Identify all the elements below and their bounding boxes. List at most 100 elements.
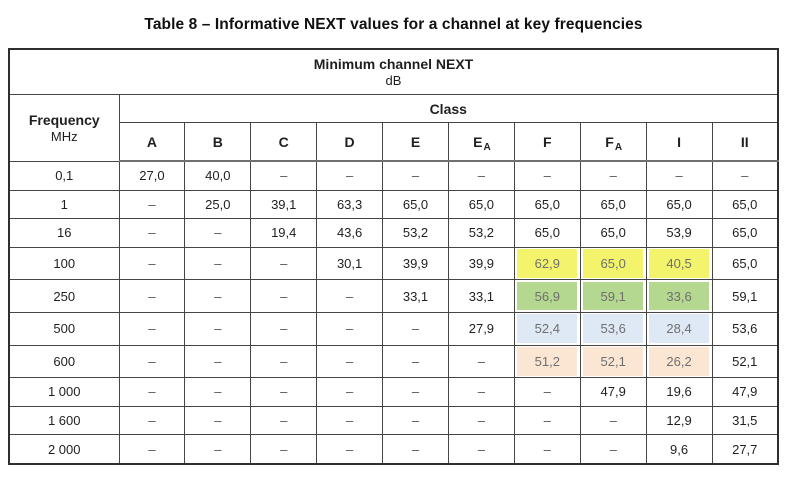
value-cell: – <box>382 434 449 465</box>
value-cell: – <box>250 246 318 281</box>
value-cell: – <box>382 160 449 191</box>
value-cell: 19,6 <box>645 377 713 407</box>
value-cell: 43,6 <box>316 218 384 248</box>
column-header-d: D <box>316 122 384 162</box>
table-row: 1 000– – – – – – –47,9 19,6 47,9 <box>8 377 779 407</box>
frequency-cell: 0,1 <box>8 160 120 191</box>
value-cell: – <box>184 279 252 313</box>
frequency-cell: 1 <box>8 189 120 220</box>
class-group-header: Class <box>118 94 779 123</box>
value-cell: 39,1 <box>250 189 318 220</box>
table-row: 600– – – – – –51,2 52,1 26,2 52,1 <box>8 344 779 379</box>
value-cell: – <box>118 377 186 407</box>
value-cell: 65,0 <box>711 246 779 281</box>
value-cell: 9,6 <box>645 434 713 465</box>
value-cell: – <box>250 405 318 436</box>
frequency-cell: 1 000 <box>8 377 120 407</box>
value-cell: – <box>184 405 252 436</box>
value-cell: – <box>118 405 186 436</box>
value-cell: 27,0 <box>118 160 186 191</box>
value-cell: – <box>250 377 318 407</box>
value-cell: – <box>579 160 647 191</box>
frequency-cell: 16 <box>8 218 120 248</box>
next-values-table: Minimum channel NEXT dB Frequency MHz Cl… <box>8 48 779 465</box>
column-header-a: A <box>118 122 186 162</box>
value-cell: – <box>316 377 384 407</box>
value-cell: – <box>447 377 515 407</box>
table-caption: Table 8 – Informative NEXT values for a … <box>144 16 643 33</box>
table-row: 0,1 27,0 40,0– – – – – – – – <box>8 160 779 191</box>
value-cell: 51,2 <box>513 344 581 379</box>
value-cell: 39,9 <box>447 246 515 281</box>
value-cell: 65,0 <box>447 189 515 220</box>
value-cell: 39,9 <box>382 246 449 281</box>
frequency-cell: 2 000 <box>8 434 120 465</box>
value-cell: – <box>316 160 384 191</box>
value-cell: 65,0 <box>382 189 449 220</box>
value-cell: – <box>250 311 318 346</box>
value-cell: 65,0 <box>711 218 779 248</box>
value-cell: – <box>184 311 252 346</box>
value-cell: 65,0 <box>579 246 647 281</box>
value-cell: 27,7 <box>711 434 779 465</box>
header-main-label: Minimum channel NEXT <box>313 56 474 72</box>
column-header-e: E <box>382 122 449 162</box>
header-row-class: Frequency MHz Class <box>8 94 779 162</box>
value-cell: 62,9 <box>513 246 581 281</box>
table-row: 250– – – –33,1 33,1 56,9 59,1 33,6 59,1 <box>8 279 779 313</box>
table-row: 100– – –30,1 39,9 39,9 62,9 65,0 40,5 65,0 <box>8 246 779 281</box>
header-row-columns: A B C D E EA F FA I II <box>9 122 779 162</box>
value-cell: – <box>513 405 581 436</box>
value-cell: – <box>382 377 449 407</box>
value-cell: – <box>447 405 515 436</box>
column-header-c: C <box>250 122 318 162</box>
value-cell: – <box>513 434 581 465</box>
value-cell: – <box>513 160 581 191</box>
subscript-a: A <box>614 141 623 153</box>
frequency-cell: 250 <box>8 279 120 313</box>
header-row-main: Minimum channel NEXT dB <box>8 48 779 95</box>
value-cell: – <box>118 218 186 248</box>
column-header-i: I <box>645 122 713 162</box>
value-cell: – <box>118 189 186 220</box>
value-cell: 33,6 <box>645 279 713 313</box>
frequency-column-header: Frequency MHz <box>8 94 120 162</box>
subscript-a: A <box>483 141 491 153</box>
value-cell: 59,1 <box>711 279 779 313</box>
value-cell: 53,9 <box>645 218 713 248</box>
frequency-cell: 500 <box>8 311 120 346</box>
value-cell: – <box>447 434 515 465</box>
value-cell: 26,2 <box>645 344 713 379</box>
value-cell: 53,2 <box>382 218 449 248</box>
value-cell: 53,2 <box>447 218 515 248</box>
value-cell: 30,1 <box>316 246 384 281</box>
value-cell: 27,9 <box>447 311 515 346</box>
table-row: 1 600– – – – – – – –12,9 31,5 <box>8 405 779 436</box>
value-cell: 59,1 <box>579 279 647 313</box>
value-cell: 33,1 <box>382 279 449 313</box>
column-header-ii: II <box>711 122 779 162</box>
column-header-f: F <box>513 122 581 162</box>
value-cell: – <box>645 160 713 191</box>
table-row: 16– –19,4 43,6 53,2 53,2 65,0 65,0 53,9 65,0 <box>8 218 779 248</box>
value-cell: 53,6 <box>579 311 647 346</box>
value-cell: 65,0 <box>513 189 581 220</box>
value-cell: – <box>316 434 384 465</box>
value-cell: – <box>513 377 581 407</box>
value-cell: 31,5 <box>711 405 779 436</box>
value-cell: 52,1 <box>711 344 779 379</box>
value-cell: – <box>382 311 449 346</box>
column-header-fa: FA <box>579 122 647 162</box>
header-unit-label: dB <box>385 73 402 88</box>
value-cell: – <box>250 434 318 465</box>
value-cell: – <box>447 160 515 191</box>
value-cell: – <box>447 344 515 379</box>
value-cell: 63,3 <box>316 189 384 220</box>
frequency-unit-label: MHz <box>50 128 78 144</box>
value-cell: – <box>250 279 318 313</box>
value-cell: – <box>118 434 186 465</box>
value-cell: – <box>118 279 186 313</box>
value-cell: – <box>118 246 186 281</box>
value-cell: – <box>382 344 449 379</box>
